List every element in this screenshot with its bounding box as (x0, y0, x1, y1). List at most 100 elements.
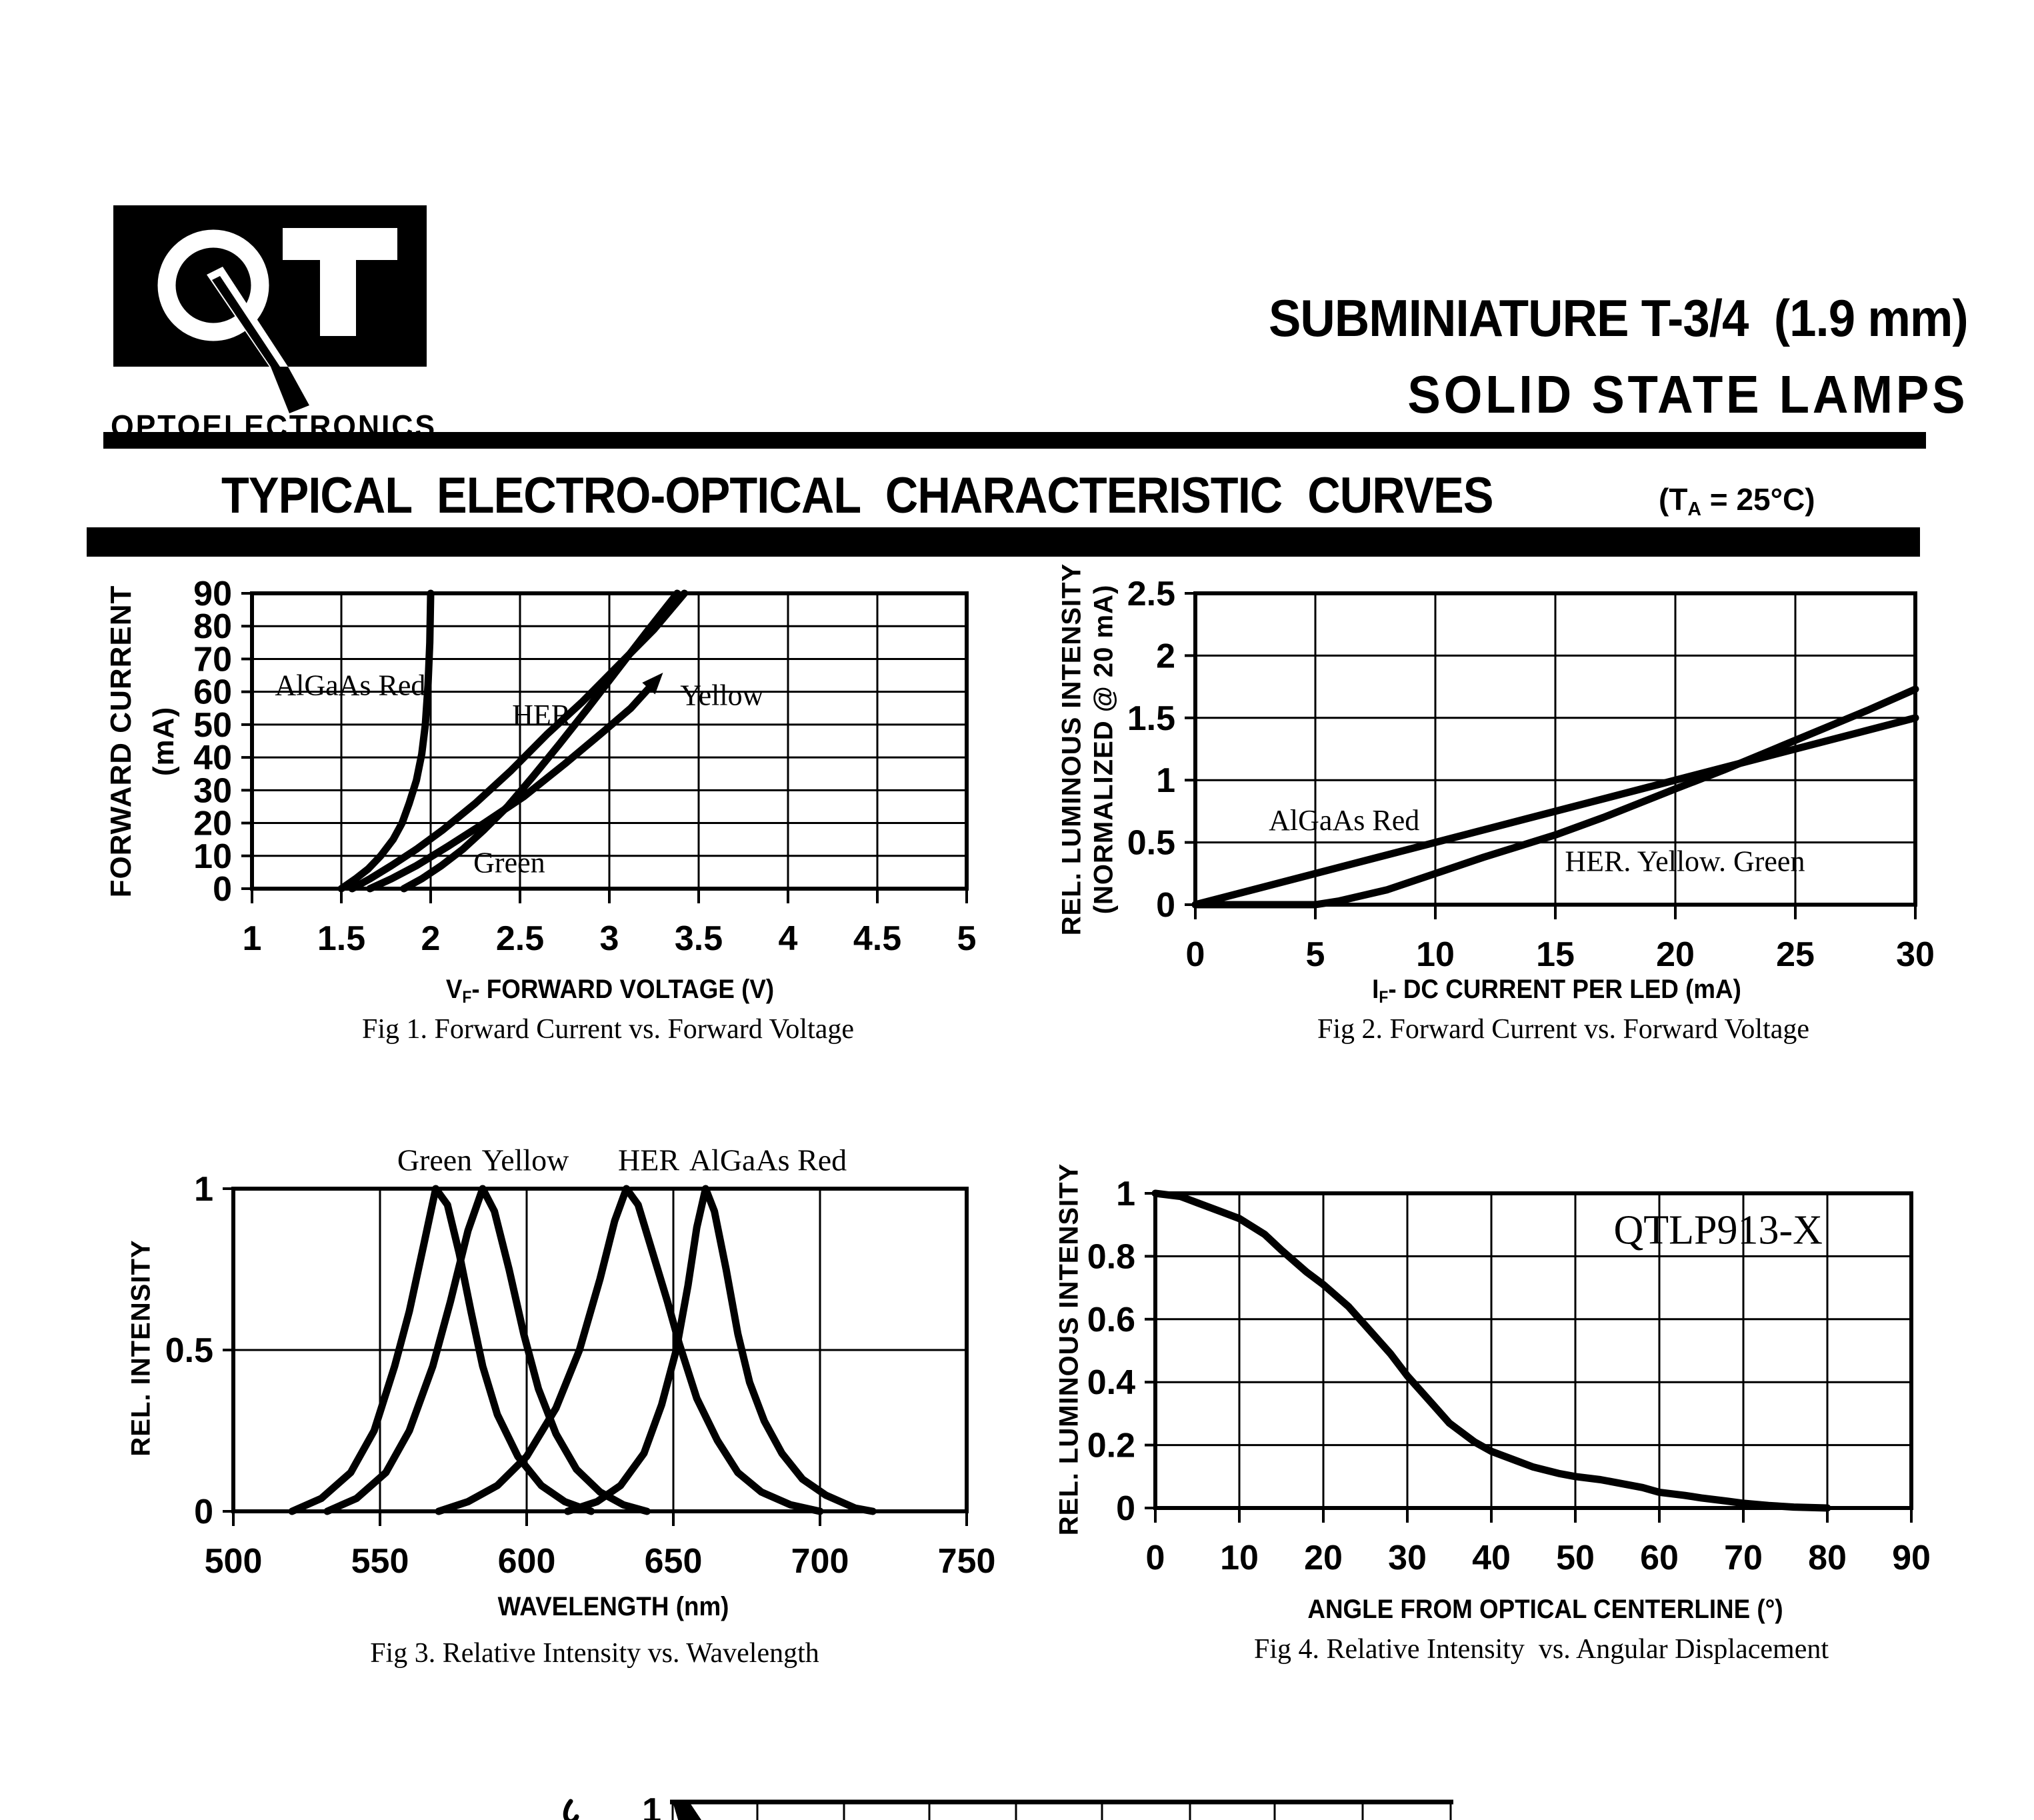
fig3-y-tick-label: 0 (194, 1493, 213, 1531)
fig4-frame (1153, 1191, 1913, 1510)
fig2-x-tick-label: 0 (1186, 935, 1205, 974)
fig2-curve-algaas-red (1191, 714, 1919, 909)
fig3-curve-yellow (323, 1185, 651, 1515)
fig4-y-tick-label: 0.8 (1087, 1237, 1135, 1276)
fig2-plot: 0 5 10 15 20 25 30 0 0.5 1 1.5 2 2.5 AlGaAs Red HER. Y… (1127, 575, 1935, 974)
fig4-x-tick-label: 80 (1808, 1539, 1847, 1577)
fig2-x-tick-label: 15 (1536, 935, 1575, 974)
fig2-y-tick-label: 0.5 (1127, 824, 1175, 863)
fig1-label-her: HER (512, 699, 571, 731)
fig1-curve-her (348, 589, 689, 893)
fig2-y-axis-label2: (NORMALIZED @ 20 mA) (1089, 584, 1119, 915)
fig4-caption: Fig 4. Relative Intensity vs. Angular Di… (1253, 1634, 1829, 1665)
fig2-y-tick-label: 0 (1156, 886, 1175, 925)
fig2-caption: Fig 2. Forward Current vs. Forward Volta… (1317, 1014, 1810, 1045)
temp-pre: (T (1659, 482, 1688, 517)
fig3-series-label-green: Green (397, 1143, 473, 1177)
partial-y-tick-label: 1 (642, 1791, 661, 1820)
fig3-x-title-pre: WAVELENGTH (nm) (497, 1592, 729, 1621)
fig1-x-tick-label: 4.5 (853, 919, 901, 958)
fig2-x-title-rest: - DC CURRENT PER LED (mA) (1388, 975, 1741, 1004)
fig3-series-label-algaas-red: AlGaAs Red (689, 1143, 847, 1177)
fig1-x-tick-label: 2 (421, 919, 441, 958)
fig1-y-axis-label: FORWARD CURRENT (105, 585, 137, 898)
fig1-arrow-icon (642, 673, 663, 695)
partial-bottom-chart: 1 (563, 1791, 1453, 1820)
fig3-y-tick-label: 1 (194, 1170, 213, 1209)
fig2-curve-her-yellow-green (1191, 685, 1919, 909)
fig4-x-axis-title: ANGLE FROM OPTICAL CENTERLINE (°) (1307, 1595, 1783, 1625)
fig4-x-tick-label: 10 (1220, 1539, 1259, 1577)
section-headline: TYPICAL ELECTRO-OPTICAL CHARACTERISTIC C… (221, 467, 1494, 524)
divider-bar-bottom (87, 527, 1920, 557)
fig4-x-tick-label: 60 (1640, 1539, 1679, 1577)
fig1-x-tick-label: 1 (243, 919, 262, 958)
fig4-x-tick-label: 40 (1472, 1539, 1511, 1577)
fig3-x-tick-label: 600 (498, 1542, 556, 1581)
fig4-y-tick-label: 0.2 (1087, 1427, 1135, 1465)
fig1-y-tick-label: 0 (213, 870, 232, 909)
fig1-label-yellow: Yellow (680, 679, 763, 711)
fig1-y-tick-label: 90 (193, 575, 232, 613)
fig1-y-tick-label: 20 (193, 805, 232, 843)
fig1-x-title-pre: V (445, 975, 463, 1004)
fig3-x-tick-label: 500 (205, 1542, 263, 1581)
fig4-x-tick-label: 70 (1724, 1539, 1763, 1577)
fig1-plot: 1 1.5 2 2.5 3 3.5 4 4.5 50102030405060708090AlGa… (193, 575, 976, 958)
fig1-caption: Fig 1. Forward Current vs. Forward Volta… (361, 1014, 855, 1045)
fig2-x-title-pre: I (1372, 975, 1379, 1004)
partial-curve-start (673, 1804, 701, 1820)
fig1-x-tick-label: 2.5 (496, 919, 544, 958)
fig3-x-tick-label: 650 (645, 1542, 703, 1581)
page-title-line2: SOLID STATE LAMPS (1407, 365, 1968, 424)
fig4-y-tick-label: 0 (1116, 1489, 1135, 1528)
fig4-y-tick-label: 0.4 (1087, 1363, 1135, 1402)
fig1-y-tick-label: 10 (193, 837, 232, 876)
fig1-x-tick-label: 3 (600, 919, 619, 958)
fig3-curve-algaas-red (564, 1185, 877, 1515)
fig1-y-tick-label: 70 (193, 640, 232, 679)
fig1-curve-green (400, 589, 681, 893)
fig1-x-tick-label: 5 (957, 919, 977, 958)
fig2-label-algaas-red: AlGaAs Red (1269, 804, 1419, 837)
fig4-y-axis-label: REL. LUMINOUS INTENSITY (1054, 1163, 1084, 1536)
fig3-x-tick-label: 550 (351, 1542, 409, 1581)
fig2-x-tick-label: 5 (1306, 935, 1325, 974)
qt-logo-icon (113, 205, 427, 413)
fig2-x-axis-title: IF- DC CURRENT PER LED (mA) (1372, 975, 1741, 1007)
fig3-x-tick-label: 750 (938, 1542, 996, 1581)
fig3-caption: Fig 3. Relative Intensity vs. Wavelength (370, 1638, 819, 1669)
fig4-plot: 0 10 20 30 40 50 60 70 80 90 0 0.2 0.4 0.6 0.8 1 QTLP913… (1087, 1175, 1931, 1577)
fig2-y-tick-label: 1.5 (1127, 699, 1175, 738)
fig1-y-tick-label: 50 (193, 706, 232, 745)
fig2-x-title-sub: F (1379, 988, 1389, 1007)
fig3-y-tick-label: 0.5 (165, 1331, 213, 1370)
temp-sub: A (1687, 498, 1702, 520)
fig1-x-title-rest: - FORWARD VOLTAGE (V) (471, 975, 775, 1004)
fig4-x-tick-label: 30 (1388, 1539, 1427, 1577)
fig2-y-tick-label: 2 (1156, 637, 1175, 675)
fig1-curve-algaas-red (337, 589, 435, 893)
fig2-y-tick-label: 2.5 (1127, 575, 1175, 613)
fig3-x-tick-label: 700 (791, 1542, 849, 1581)
fig2-y-axis-label: REL. LUMINOUS INTENSITY (1057, 563, 1087, 936)
fig2-y-tick-label: 1 (1156, 761, 1175, 800)
page-title-line1: SUBMINIATURE T-3/4 (1.9 mm) (1269, 289, 1969, 347)
fig4-x-tick-label: 50 (1556, 1539, 1595, 1577)
fig2-label-her-yellow-green: HER. Yellow. Green (1565, 845, 1805, 878)
fig1-y-tick-label: 80 (193, 607, 232, 646)
fig1-x-tick-label: 3.5 (675, 919, 723, 958)
fig1-label-algaas-red: AlGaAs Red (275, 669, 425, 702)
ambient-temp-note: (TA = 25°C) (1659, 481, 1815, 521)
fig3-series-label-her: HER (618, 1143, 679, 1177)
fig4-y-tick-label: 0.6 (1087, 1301, 1135, 1339)
fig3-plot: 500 550 600 650 700 750 0 0.5 1 (165, 1170, 996, 1581)
fig4-x-tick-label: 0 (1146, 1539, 1165, 1577)
fig1-y-tick-label: 40 (193, 739, 232, 777)
fig1-y-tick-label: 30 (193, 771, 232, 810)
fig4-x-tick-label: 20 (1304, 1539, 1343, 1577)
divider-bar-top (103, 432, 1926, 449)
fig2-x-tick-label: 20 (1656, 935, 1695, 974)
fig4-y-tick-label: 1 (1116, 1175, 1135, 1213)
fig2-x-tick-label: 25 (1776, 935, 1815, 974)
